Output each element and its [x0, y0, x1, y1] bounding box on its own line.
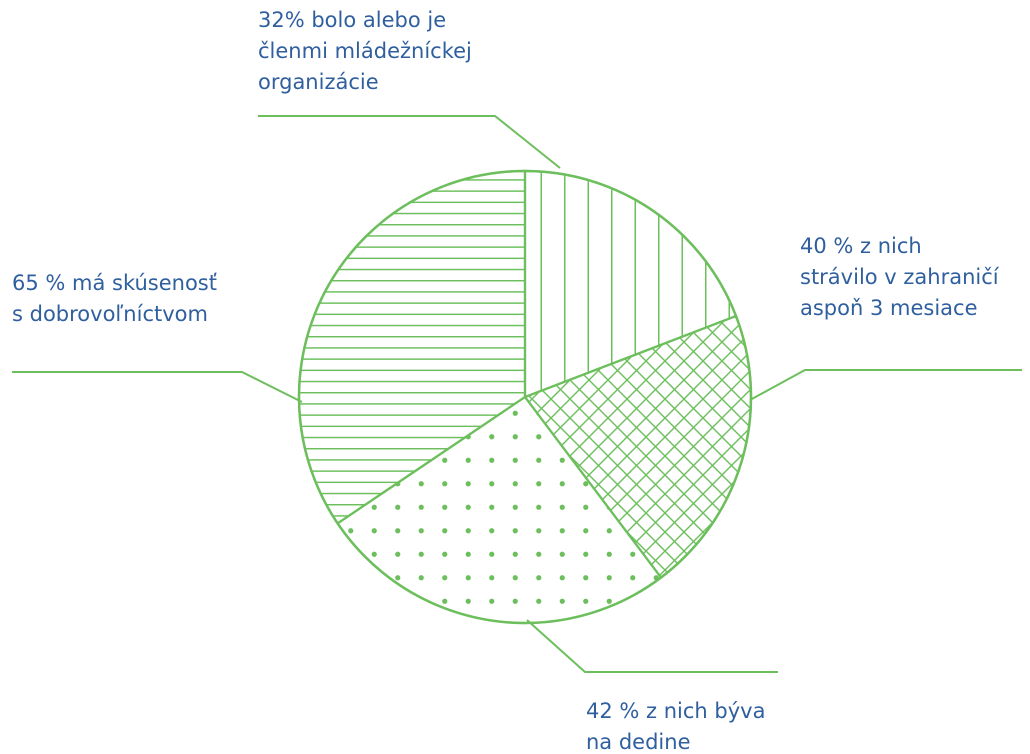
slice-label-1-line-1: 32% bolo alebo je [258, 8, 446, 32]
leader-line-2 [749, 369, 1022, 401]
leader-line-3 [526, 619, 778, 673]
slice-label-4: 65 % má skúsenosť s dobrovoľníctvom [12, 271, 217, 326]
slice-label-1-line-3: organizácie [258, 70, 379, 94]
leader-lines [12, 115, 1022, 673]
pie-outline [297, 169, 753, 625]
slice-label-1: 32% bolo alebo je členmi mládežníckej orga… [258, 8, 472, 94]
slice-label-4-line-2: s dobrovoľníctvom [12, 302, 208, 326]
pie-slices [297, 169, 753, 625]
slice-label-3-line-2: na dedine [586, 730, 691, 754]
slice-label-3-line-1: 42 % z nich býva [586, 699, 765, 723]
slice-label-3: 42 % z nich býva na dedine [586, 699, 765, 754]
leader-line-1 [258, 115, 561, 169]
slice-label-2-line-2: strávilo v zahraničí [800, 265, 1000, 289]
slice-label-2-line-3: aspoň 3 mesiace [800, 296, 978, 320]
slice-label-2: 40 % z nich strávilo v zahraničí aspoň 3 m… [800, 234, 1000, 320]
leader-line-4 [12, 371, 303, 403]
slice-labels: 32% bolo alebo je členmi mládežníckej orga… [12, 8, 1000, 754]
slice-label-4-line-1: 65 % má skúsenosť [12, 271, 217, 295]
slice-label-2-line-1: 40 % z nich [800, 234, 922, 258]
slice-label-1-line-2: členmi mládežníckej [258, 39, 472, 63]
